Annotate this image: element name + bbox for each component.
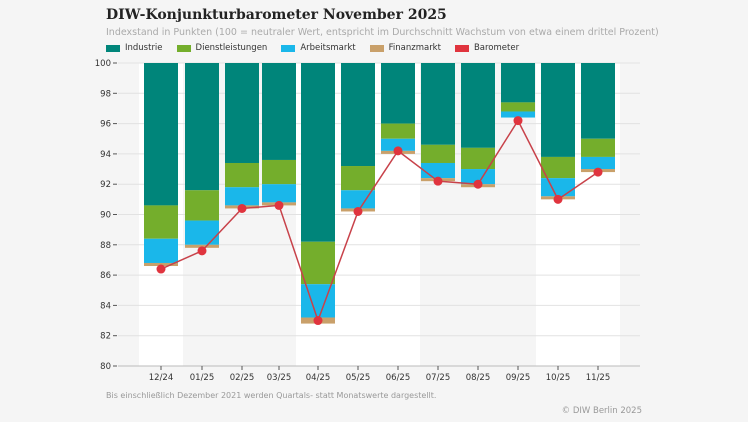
legend-item-finanzmarkt[interactable]: Finanzmarkt	[369, 43, 441, 53]
legend-label: Arbeitsmarkt	[300, 43, 356, 53]
bar-segment-industrie	[144, 63, 178, 206]
y-tick-label: 94	[100, 150, 111, 160]
x-tick-label: 04/25	[306, 373, 331, 383]
bar-segment-industrie	[341, 63, 375, 167]
legend-item-arbeitsmarkt[interactable]: Arbeitsmarkt	[281, 43, 356, 53]
y-tick-label: 84	[100, 301, 111, 311]
y-tick-label: 96	[100, 120, 111, 130]
barometer-point	[433, 176, 443, 186]
bar-segment-industrie	[262, 63, 296, 160]
bar-segment-dienstleistungen	[341, 166, 375, 191]
y-tick-label: 88	[100, 241, 111, 251]
bar-segment-industrie	[501, 63, 535, 103]
x-tick-label: 03/25	[267, 373, 292, 383]
bar-segment-arbeitsmarkt	[581, 156, 615, 170]
legend-label: Industrie	[125, 43, 163, 53]
barometer-point	[237, 203, 247, 213]
x-tick-label: 11/25	[586, 373, 611, 383]
bar-segment-industrie	[185, 63, 219, 191]
x-tick-label: 09/25	[506, 373, 531, 383]
legend-label: Finanzmarkt	[388, 43, 441, 53]
bar-segment-finanzmarkt	[185, 244, 219, 248]
bar-segment-arbeitsmarkt	[381, 138, 415, 151]
barometer-point	[156, 264, 166, 274]
legend-swatch	[369, 44, 384, 52]
bar-segment-dienstleistungen	[301, 241, 335, 285]
y-tick-label: 98	[100, 89, 111, 99]
bar-segment-dienstleistungen	[381, 123, 415, 139]
x-tick-label: 07/25	[426, 373, 451, 383]
bar-segment-dienstleistungen	[581, 138, 615, 157]
y-tick-label: 92	[100, 180, 111, 190]
x-tick-label: 08/25	[466, 373, 491, 383]
legend-item-industrie[interactable]: Industrie	[106, 43, 163, 53]
legend-swatch	[176, 44, 191, 52]
legend-label: Barometer	[473, 43, 520, 53]
x-tick-label: 02/25	[230, 373, 255, 383]
y-tick-label: 80	[100, 362, 111, 372]
legend-item-barometer[interactable]: Barometer	[454, 43, 520, 53]
legend-item-dienstleistungen[interactable]: Dienstleistungen	[176, 43, 268, 53]
barometer-point	[353, 206, 363, 216]
legend-swatch	[281, 44, 296, 52]
bar-segment-arbeitsmarkt	[225, 187, 259, 206]
credit: © DIW Berlin 2025	[561, 406, 642, 416]
y-tick-label: 90	[100, 211, 111, 221]
y-tick-label: 100	[95, 59, 111, 69]
legend-swatch	[106, 44, 120, 52]
bar-segment-dienstleistungen	[421, 144, 455, 163]
bar-segment-industrie	[461, 63, 495, 148]
barometer-point	[553, 194, 563, 204]
y-tick-label: 86	[100, 271, 111, 281]
bar-segment-industrie	[421, 63, 455, 145]
bar-segment-arbeitsmarkt	[461, 169, 495, 185]
x-tick-label: 01/25	[190, 373, 215, 383]
bar-segment-arbeitsmarkt	[262, 184, 296, 203]
legend-label: Dienstleistungen	[195, 43, 268, 53]
x-tick-label: 06/25	[386, 373, 411, 383]
footnote: Bis einschließlich Dezember 2021 werden …	[106, 391, 437, 400]
bar-segment-dienstleistungen	[185, 190, 219, 221]
bar-segment-industrie	[301, 63, 335, 242]
barometer-point	[313, 316, 323, 326]
barometer-point	[593, 167, 603, 177]
bar-segment-arbeitsmarkt	[421, 162, 455, 179]
bar-segment-industrie	[381, 63, 415, 124]
bar-segment-industrie	[541, 63, 575, 157]
bar-segment-arbeitsmarkt	[501, 111, 535, 118]
chart-subtitle: Indexstand in Punkten (100 = neutraler W…	[106, 27, 659, 38]
bar-segment-arbeitsmarkt	[341, 190, 375, 209]
barometer-point	[393, 146, 403, 156]
barometer-point	[274, 200, 284, 210]
bar-segment-arbeitsmarkt	[541, 178, 575, 197]
barometer-point	[197, 246, 207, 256]
bar-segment-dienstleistungen	[501, 102, 535, 112]
y-tick-label: 82	[100, 332, 111, 342]
barometer-line	[160, 119, 599, 323]
bar-segment-dienstleistungen	[225, 162, 259, 188]
bar-segment-arbeitsmarkt	[144, 238, 178, 263]
bar-segment-dienstleistungen	[541, 156, 575, 179]
barometer-point	[473, 179, 483, 189]
chart-title: DIW-Konjunkturbarometer November 2025	[106, 7, 447, 23]
x-tick-label: 10/25	[546, 373, 571, 383]
legend-swatch	[454, 44, 469, 52]
bar-segment-dienstleistungen	[144, 205, 178, 239]
bar-segment-industrie	[225, 63, 259, 163]
barometer-point	[513, 116, 523, 126]
bar-segment-arbeitsmarkt	[185, 220, 219, 245]
bar-segment-finanzmarkt	[144, 262, 178, 267]
x-tick-label: 12/24	[149, 373, 174, 383]
legend: Industrie Dienstleistungen Arbeitsmarkt …	[106, 43, 519, 53]
bar-segment-dienstleistungen	[262, 159, 296, 185]
bar-segment-industrie	[581, 63, 615, 139]
x-tick-label: 05/25	[346, 373, 371, 383]
bar-segment-dienstleistungen	[461, 147, 495, 170]
